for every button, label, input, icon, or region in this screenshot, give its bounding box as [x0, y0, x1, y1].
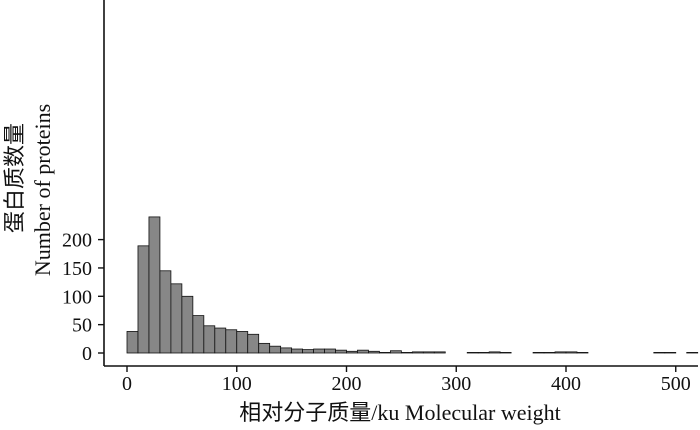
y-axis-title-english: Number of proteins	[30, 104, 55, 276]
y-tick-label: 100	[62, 286, 92, 308]
histogram-bar	[653, 352, 666, 354]
histogram-bar	[247, 333, 260, 354]
histogram-bar	[225, 329, 238, 354]
x-tick-label: 200	[332, 373, 362, 395]
histogram-bar	[565, 351, 578, 354]
y-axis-title-chinese: 蛋白质数量	[2, 123, 27, 233]
histogram-bar	[203, 325, 216, 354]
x-tick-label: 500	[661, 373, 691, 395]
histogram-bar	[137, 245, 150, 354]
histogram-bar	[488, 351, 501, 354]
x-tick-label: 400	[551, 373, 581, 395]
x-tick-label: 0	[122, 373, 132, 395]
histogram-bar	[411, 351, 424, 354]
histogram-bar	[269, 345, 282, 354]
bars-group	[126, 216, 699, 354]
y-tick-label: 150	[62, 258, 92, 280]
histogram-bar	[346, 350, 358, 354]
histogram-bar	[499, 352, 512, 354]
histogram-bar	[236, 331, 249, 354]
x-tick-label: 300	[441, 373, 471, 395]
histogram-bar	[335, 349, 347, 354]
histogram-bar	[554, 351, 567, 354]
histogram-bar	[466, 352, 479, 354]
histogram-bar	[324, 348, 336, 354]
histogram-bar	[433, 351, 446, 354]
histogram-bar	[664, 352, 677, 354]
histogram-bar	[291, 348, 304, 354]
x-tick-label: 100	[222, 373, 252, 395]
histogram-bar	[313, 348, 325, 354]
y-axis-ticks: 0 50 100 150 200	[62, 230, 104, 365]
histogram-bar	[214, 327, 227, 354]
histogram-bar	[422, 351, 435, 354]
histogram-bar	[280, 347, 293, 354]
histogram-bar	[368, 350, 380, 354]
histogram-bar	[686, 352, 699, 354]
histogram-bar	[379, 352, 391, 354]
x-axis-ticks: 0 100 200 300 400 500	[122, 366, 691, 395]
histogram-bar	[532, 352, 545, 354]
y-tick-label: 200	[62, 230, 92, 252]
histogram-bar	[170, 283, 183, 354]
histogram-bar	[192, 315, 205, 354]
histogram-bar	[477, 352, 490, 354]
x-axis-title: 相对分子质量/ku Molecular weight	[239, 400, 560, 425]
histogram-bar	[400, 352, 413, 354]
histogram-bar	[389, 350, 402, 354]
y-tick-label: 0	[82, 343, 92, 365]
histogram-bar	[159, 270, 172, 354]
histogram-bar	[258, 342, 271, 354]
y-tick-label: 50	[72, 315, 92, 337]
histogram-bar	[148, 216, 161, 354]
histogram-bar	[576, 352, 589, 354]
histogram-bar	[357, 349, 369, 354]
histogram-bar	[543, 352, 556, 354]
histogram-bar	[181, 295, 194, 354]
histogram-bar	[302, 349, 314, 354]
histogram-bar	[126, 331, 139, 354]
